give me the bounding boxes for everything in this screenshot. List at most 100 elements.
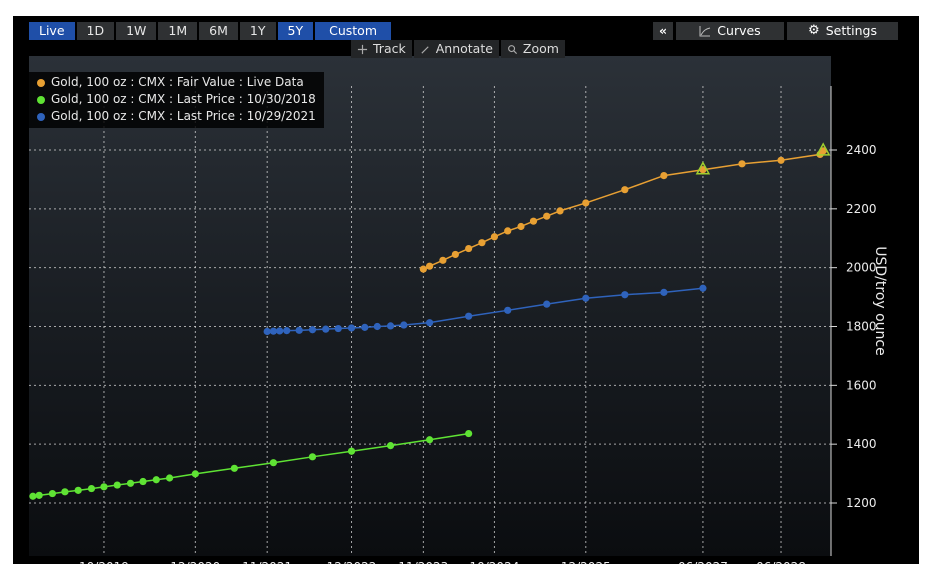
- legend-item-last-price-2018[interactable]: Gold, 100 oz : CMX : Last Price : 10/30/…: [37, 91, 316, 108]
- y-axis-title: USD/troy ounce: [872, 246, 888, 356]
- data-point[interactable]: [777, 156, 785, 164]
- y-tick-label: 1800: [846, 320, 877, 334]
- legend-label: Gold, 100 oz : CMX : Last Price : 10/30/…: [51, 92, 316, 106]
- curves-button[interactable]: Curves: [676, 22, 784, 40]
- data-point[interactable]: [276, 327, 284, 335]
- chart-legend: Gold, 100 oz : CMX : Fair Value : Live D…: [29, 72, 324, 128]
- data-point[interactable]: [621, 186, 629, 194]
- data-point[interactable]: [269, 327, 278, 335]
- data-point[interactable]: [504, 306, 512, 314]
- data-point[interactable]: [582, 294, 590, 302]
- data-point[interactable]: [139, 477, 147, 486]
- data-point[interactable]: [373, 322, 381, 331]
- data-point[interactable]: [334, 324, 342, 333]
- data-point[interactable]: [386, 442, 395, 450]
- range-live-button[interactable]: Live: [29, 22, 75, 40]
- data-point[interactable]: [87, 484, 96, 493]
- data-point[interactable]: [74, 486, 82, 494]
- data-point[interactable]: [543, 212, 551, 220]
- data-point[interactable]: [386, 322, 395, 330]
- data-point[interactable]: [490, 233, 499, 241]
- range-1d-button[interactable]: 1D: [76, 22, 115, 40]
- data-point[interactable]: [126, 479, 135, 487]
- data-point[interactable]: [660, 288, 668, 296]
- data-point[interactable]: [400, 321, 408, 329]
- data-point[interactable]: [295, 326, 303, 334]
- legend-item-last-price-2021[interactable]: Gold, 100 oz : CMX : Last Price : 10/29/…: [37, 108, 316, 125]
- collapse-button[interactable]: «: [653, 22, 673, 40]
- triangle-marker[interactable]: [695, 161, 711, 175]
- crosshair-icon: [357, 44, 368, 54]
- data-point[interactable]: [426, 262, 434, 270]
- y-tick-label: 1200: [846, 496, 877, 510]
- data-point[interactable]: [543, 300, 551, 308]
- data-point[interactable]: [152, 476, 160, 484]
- range-1y-button[interactable]: 1Y: [239, 22, 276, 40]
- data-point[interactable]: [478, 239, 486, 247]
- data-point[interactable]: [699, 284, 707, 292]
- settings-button[interactable]: ⚙ Settings: [787, 22, 898, 40]
- data-point[interactable]: [426, 319, 434, 327]
- range-6m-button[interactable]: 6M: [199, 22, 238, 40]
- data-point[interactable]: [426, 436, 434, 444]
- annotate-button[interactable]: Annotate: [413, 40, 499, 58]
- data-point[interactable]: [308, 326, 317, 334]
- data-point[interactable]: [529, 217, 538, 225]
- range-1m-button[interactable]: 1M: [158, 22, 198, 40]
- legend-item-fair-value[interactable]: Gold, 100 oz : CMX : Fair Value : Live D…: [37, 74, 316, 91]
- data-point[interactable]: [113, 481, 121, 489]
- track-button[interactable]: Track: [351, 40, 412, 58]
- data-point[interactable]: [347, 447, 356, 455]
- data-point[interactable]: [61, 488, 69, 496]
- legend-label: Gold, 100 oz : CMX : Last Price : 10/29/…: [51, 109, 316, 123]
- data-point[interactable]: [419, 265, 427, 273]
- data-point[interactable]: [738, 160, 746, 168]
- data-point[interactable]: [699, 166, 707, 174]
- data-point[interactable]: [269, 459, 278, 467]
- data-point[interactable]: [35, 491, 43, 499]
- data-point[interactable]: [465, 244, 473, 253]
- data-point[interactable]: [347, 324, 356, 332]
- x-tick-label: 12/2020: [170, 560, 220, 564]
- y-tick-label: 2200: [846, 202, 877, 216]
- data-point[interactable]: [504, 227, 512, 235]
- range-custom-button[interactable]: Custom: [315, 22, 391, 40]
- triangle-marker[interactable]: [815, 142, 831, 156]
- data-point[interactable]: [517, 222, 525, 231]
- zoom-button[interactable]: Zoom: [500, 40, 565, 58]
- y-tick-label: 1400: [846, 437, 877, 451]
- data-point[interactable]: [263, 327, 271, 336]
- curves-label: Curves: [717, 23, 761, 38]
- data-point[interactable]: [819, 147, 827, 155]
- series-line-2: [267, 287, 704, 333]
- data-point[interactable]: [29, 492, 37, 500]
- legend-dot-icon: [37, 112, 45, 121]
- legend-dot-icon: [37, 95, 45, 104]
- settings-label: Settings: [825, 23, 877, 38]
- data-point[interactable]: [100, 483, 108, 491]
- data-point[interactable]: [451, 250, 459, 259]
- data-point[interactable]: [165, 474, 174, 482]
- data-point[interactable]: [621, 291, 629, 299]
- track-label: Track: [373, 41, 406, 56]
- data-point[interactable]: [439, 256, 447, 264]
- data-point[interactable]: [556, 207, 564, 215]
- data-point[interactable]: [191, 470, 199, 478]
- y-tick-label: 1600: [846, 378, 877, 392]
- range-5y-button[interactable]: 5Y: [277, 22, 314, 40]
- data-point[interactable]: [582, 199, 590, 207]
- legend-dot-icon: [37, 78, 45, 87]
- data-point[interactable]: [48, 489, 57, 498]
- data-point[interactable]: [283, 327, 291, 335]
- data-point[interactable]: [230, 464, 238, 472]
- data-point[interactable]: [660, 171, 668, 180]
- series-line-0: [423, 150, 824, 270]
- curve-chart-icon: [699, 25, 711, 36]
- data-point[interactable]: [308, 453, 317, 461]
- data-point[interactable]: [465, 312, 473, 320]
- data-point[interactable]: [465, 429, 473, 438]
- data-point[interactable]: [361, 323, 369, 331]
- annotate-label: Annotate: [435, 41, 493, 56]
- range-1w-button[interactable]: 1W: [116, 22, 157, 40]
- data-point[interactable]: [322, 325, 330, 333]
